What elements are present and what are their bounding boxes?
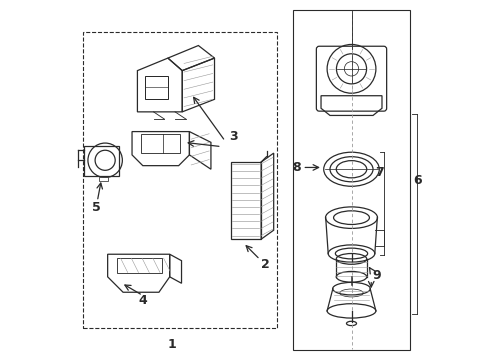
Bar <box>117 258 162 273</box>
Text: 9: 9 <box>373 269 381 282</box>
Bar <box>231 162 261 239</box>
Text: 4: 4 <box>138 294 147 307</box>
Text: 5: 5 <box>92 201 100 214</box>
Text: 3: 3 <box>229 130 238 144</box>
Bar <box>141 134 180 153</box>
Bar <box>99 177 108 181</box>
FancyBboxPatch shape <box>84 146 120 176</box>
FancyBboxPatch shape <box>317 46 387 111</box>
Bar <box>145 76 168 99</box>
Text: 6: 6 <box>414 174 422 186</box>
Text: 1: 1 <box>167 338 176 351</box>
Bar <box>83 32 277 328</box>
Text: 2: 2 <box>262 258 270 271</box>
Bar <box>294 10 410 350</box>
Text: 7: 7 <box>375 166 384 179</box>
Text: 8: 8 <box>293 161 301 174</box>
